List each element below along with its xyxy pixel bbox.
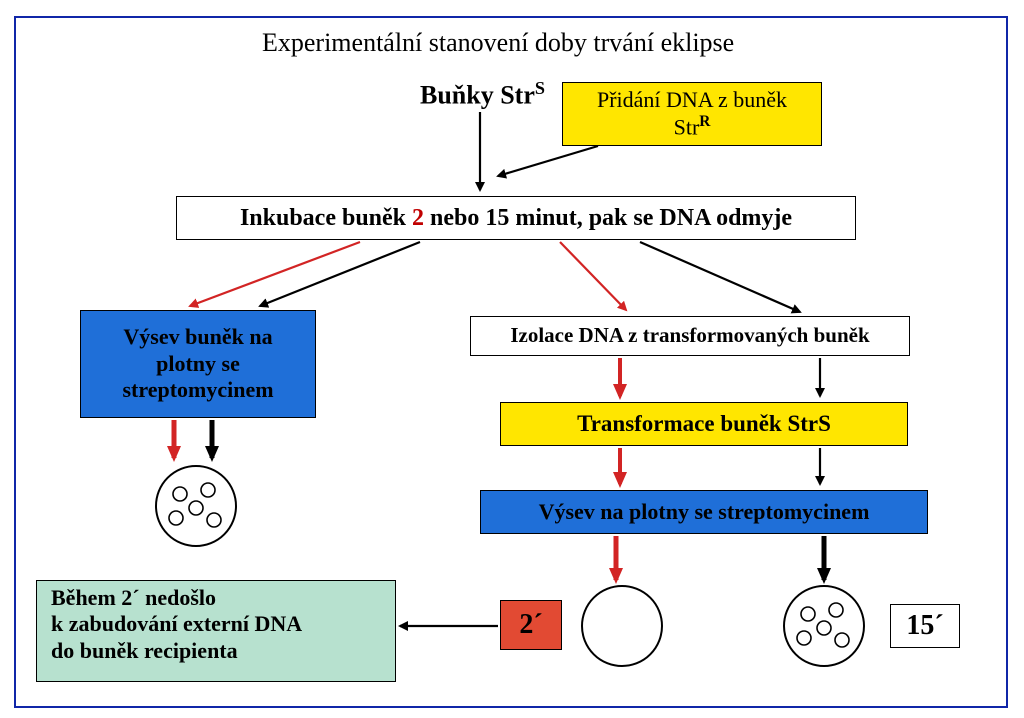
incubation-2: 2: [412, 205, 424, 231]
page-title: Experimentální stanovení doby trvání ekl…: [262, 28, 734, 58]
dna-add-box: Přidání DNA z buněk StrR: [562, 82, 822, 146]
plate-left-l1: Výsev buněk na: [123, 324, 272, 350]
isolation-text: Izolace DNA z transformovaných buněk: [510, 323, 869, 348]
fifteen-prime-box: 15´: [890, 604, 960, 648]
plate-left-box: Výsev buněk na plotny se streptomycinem: [80, 310, 316, 418]
result-l3: do buněk recipienta: [51, 638, 238, 664]
isolation-box: Izolace DNA z transformovaných buněk: [470, 316, 910, 356]
dna-add-line2-prefix: Str: [674, 115, 700, 140]
incubation-box: Inkubace buněk 2 nebo 15 minut, pak se D…: [176, 196, 856, 240]
cells-strs-label: Buňky StrS: [420, 78, 545, 111]
dna-add-sup: R: [699, 113, 710, 130]
result-box: Během 2´ nedošlo k zabudování externí DN…: [36, 580, 396, 682]
incubation-before2: Inkubace buněk: [240, 205, 412, 231]
plate-right-box: Výsev na plotny se streptomycinem: [480, 490, 928, 534]
two-prime-box: 2´: [500, 600, 562, 650]
result-l1: Během 2´ nedošlo: [51, 585, 216, 611]
cells-label-sup: S: [535, 78, 545, 98]
fifteen-prime-text: 15´: [906, 609, 943, 643]
transform-text: Transformace buněk StrS: [577, 410, 831, 438]
cells-label-prefix: Buňky Str: [420, 81, 535, 110]
dna-add-line1: Přidání DNA z buněk: [597, 87, 787, 113]
incubation-after2: nebo 15 minut, pak se DNA odmyje: [424, 205, 792, 231]
transform-box: Transformace buněk StrS: [500, 402, 908, 446]
two-prime-text: 2´: [519, 608, 542, 642]
plate-right-text: Výsev na plotny se streptomycinem: [539, 499, 870, 525]
plate-left-l3: streptomycinem: [122, 377, 273, 403]
plate-left-l2: plotny se: [156, 351, 240, 377]
diagram-canvas: Experimentální stanovení doby trvání ekl…: [0, 0, 1024, 718]
result-l2: k zabudování externí DNA: [51, 611, 302, 637]
dna-add-line2: StrR: [674, 113, 711, 141]
